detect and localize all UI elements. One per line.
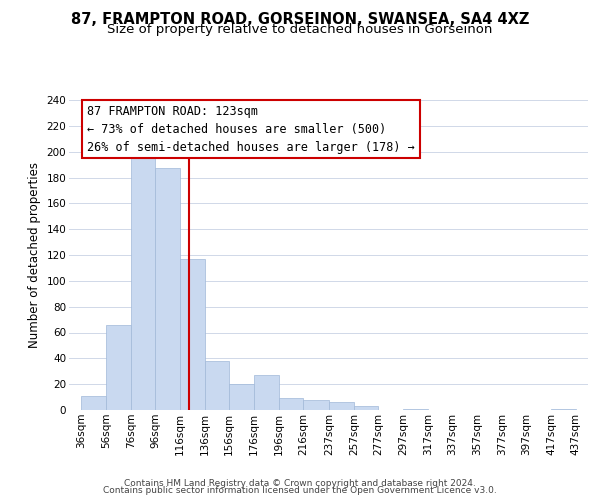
Bar [106,325,131,410]
Bar [329,402,354,410]
Bar [82,396,106,410]
Bar [303,400,329,410]
Bar [403,408,428,410]
Bar [278,398,303,410]
Text: Size of property relative to detached houses in Gorseinon: Size of property relative to detached ho… [107,22,493,36]
Text: Contains public sector information licensed under the Open Government Licence v3: Contains public sector information licen… [103,486,497,495]
Bar [254,375,278,410]
Text: 87 FRAMPTON ROAD: 123sqm
← 73% of detached houses are smaller (500)
26% of semi-: 87 FRAMPTON ROAD: 123sqm ← 73% of detach… [87,104,415,154]
Text: Contains HM Land Registry data © Crown copyright and database right 2024.: Contains HM Land Registry data © Crown c… [124,478,476,488]
Bar [131,152,155,410]
Bar [551,408,575,410]
Bar [205,361,229,410]
Bar [155,168,180,410]
Bar [354,406,379,410]
Y-axis label: Number of detached properties: Number of detached properties [28,162,41,348]
Bar [180,259,205,410]
Bar [229,384,254,410]
Text: 87, FRAMPTON ROAD, GORSEINON, SWANSEA, SA4 4XZ: 87, FRAMPTON ROAD, GORSEINON, SWANSEA, S… [71,12,529,28]
